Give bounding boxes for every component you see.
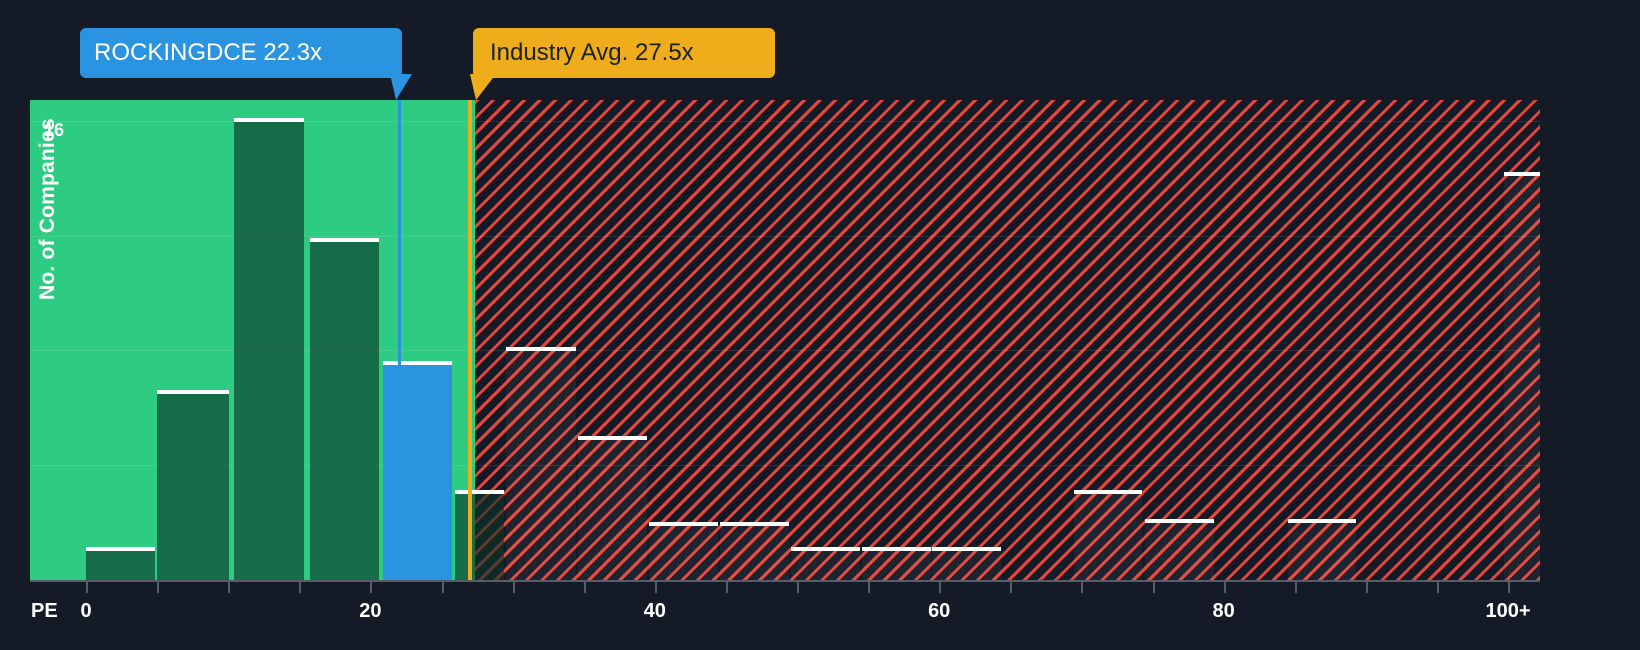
bar-cap (1074, 490, 1142, 495)
bar-cap (1504, 172, 1540, 177)
x-axis-tick (1365, 582, 1368, 593)
x-axis-prefix-label: PE (31, 600, 58, 622)
bar-cap (234, 118, 304, 122)
bar-cap (791, 547, 860, 552)
histogram-bar[interactable] (1145, 518, 1214, 580)
histogram-bar[interactable] (1074, 490, 1142, 580)
x-axis-tick (228, 582, 231, 593)
bar-cap (862, 547, 931, 552)
histogram-bar[interactable] (234, 118, 304, 580)
histogram-bar[interactable] (455, 490, 504, 580)
x-axis-tick-label: 20 (359, 600, 382, 622)
x-axis-tick (939, 582, 942, 593)
bar-cap (455, 490, 504, 495)
histogram-bar[interactable] (720, 521, 789, 580)
company-callout[interactable]: ROCKINGDCE 22.3x (80, 28, 402, 78)
industry-callout[interactable]: Industry Avg. 27.5x (473, 28, 775, 78)
x-axis-line (30, 580, 1540, 582)
x-axis-tick (797, 582, 799, 593)
histogram-bar[interactable] (862, 547, 931, 580)
plot-area (30, 100, 1540, 580)
histogram-bar[interactable] (310, 238, 379, 580)
x-axis-tick (1010, 582, 1013, 593)
x-axis-tick-label: 40 (643, 600, 666, 622)
x-axis-tick-label: 100+ (1485, 600, 1531, 622)
bar-cap (932, 547, 1001, 552)
x-axis-tick (1436, 582, 1439, 593)
x-axis-tick (1294, 582, 1297, 593)
histogram-bar[interactable] (506, 347, 576, 580)
y-axis-title: No. of Companies (36, 118, 59, 300)
x-axis-tick (441, 582, 444, 593)
histogram-bar[interactable] (157, 389, 229, 580)
x-axis-tick-label: 80 (1212, 600, 1235, 622)
industry-callout-label: Industry Avg. 27.5x (490, 39, 694, 66)
y-axis-tick-label: 16 (44, 120, 65, 140)
x-axis-tick (1152, 582, 1155, 593)
gridline (30, 235, 1540, 237)
bar-cap (1288, 518, 1356, 523)
histogram-bar[interactable] (649, 521, 718, 580)
bar-cap (157, 389, 229, 394)
histogram-bar[interactable] (1288, 518, 1356, 580)
bar-cap (310, 238, 379, 243)
company-callout-label: ROCKINGDCE 22.3x (94, 39, 323, 66)
x-axis-tick (725, 582, 728, 593)
x-axis-tick (1081, 582, 1084, 593)
x-axis-tick (86, 582, 88, 593)
gridline (30, 121, 1540, 122)
bar-cap (506, 347, 576, 351)
x-axis-tick (1508, 582, 1510, 593)
bar-cap (383, 361, 452, 366)
bar-cap (1145, 518, 1214, 523)
x-axis-tick (512, 582, 515, 593)
x-axis-tick (157, 582, 160, 593)
histogram-bar[interactable] (86, 547, 155, 580)
x-axis-tick (1223, 582, 1226, 593)
bar-cap (578, 435, 647, 440)
histogram-bar[interactable] (578, 435, 647, 580)
bar-cap (649, 521, 718, 526)
expensive-zone (475, 100, 1540, 580)
x-axis-tick-label: 60 (928, 600, 951, 622)
histogram-bar[interactable] (383, 361, 452, 580)
x-axis-tick (868, 582, 871, 593)
company-callout-tail (390, 74, 412, 100)
industry-marker-line (468, 100, 472, 580)
histogram-bar[interactable] (932, 547, 1001, 580)
bar-cap (720, 521, 789, 526)
gridline (30, 350, 1540, 351)
bar-cap (86, 547, 155, 552)
histogram-bar[interactable] (791, 547, 860, 580)
x-axis-tick (583, 582, 586, 593)
x-axis-tick-label: 0 (80, 600, 92, 622)
x-axis-tick (654, 582, 657, 593)
x-axis-tick (299, 582, 302, 593)
x-axis-tick (370, 582, 373, 593)
gridline (30, 464, 1540, 466)
industry-callout-tail (470, 74, 496, 100)
histogram-bar[interactable] (1504, 172, 1540, 580)
company-marker-line (398, 100, 401, 580)
